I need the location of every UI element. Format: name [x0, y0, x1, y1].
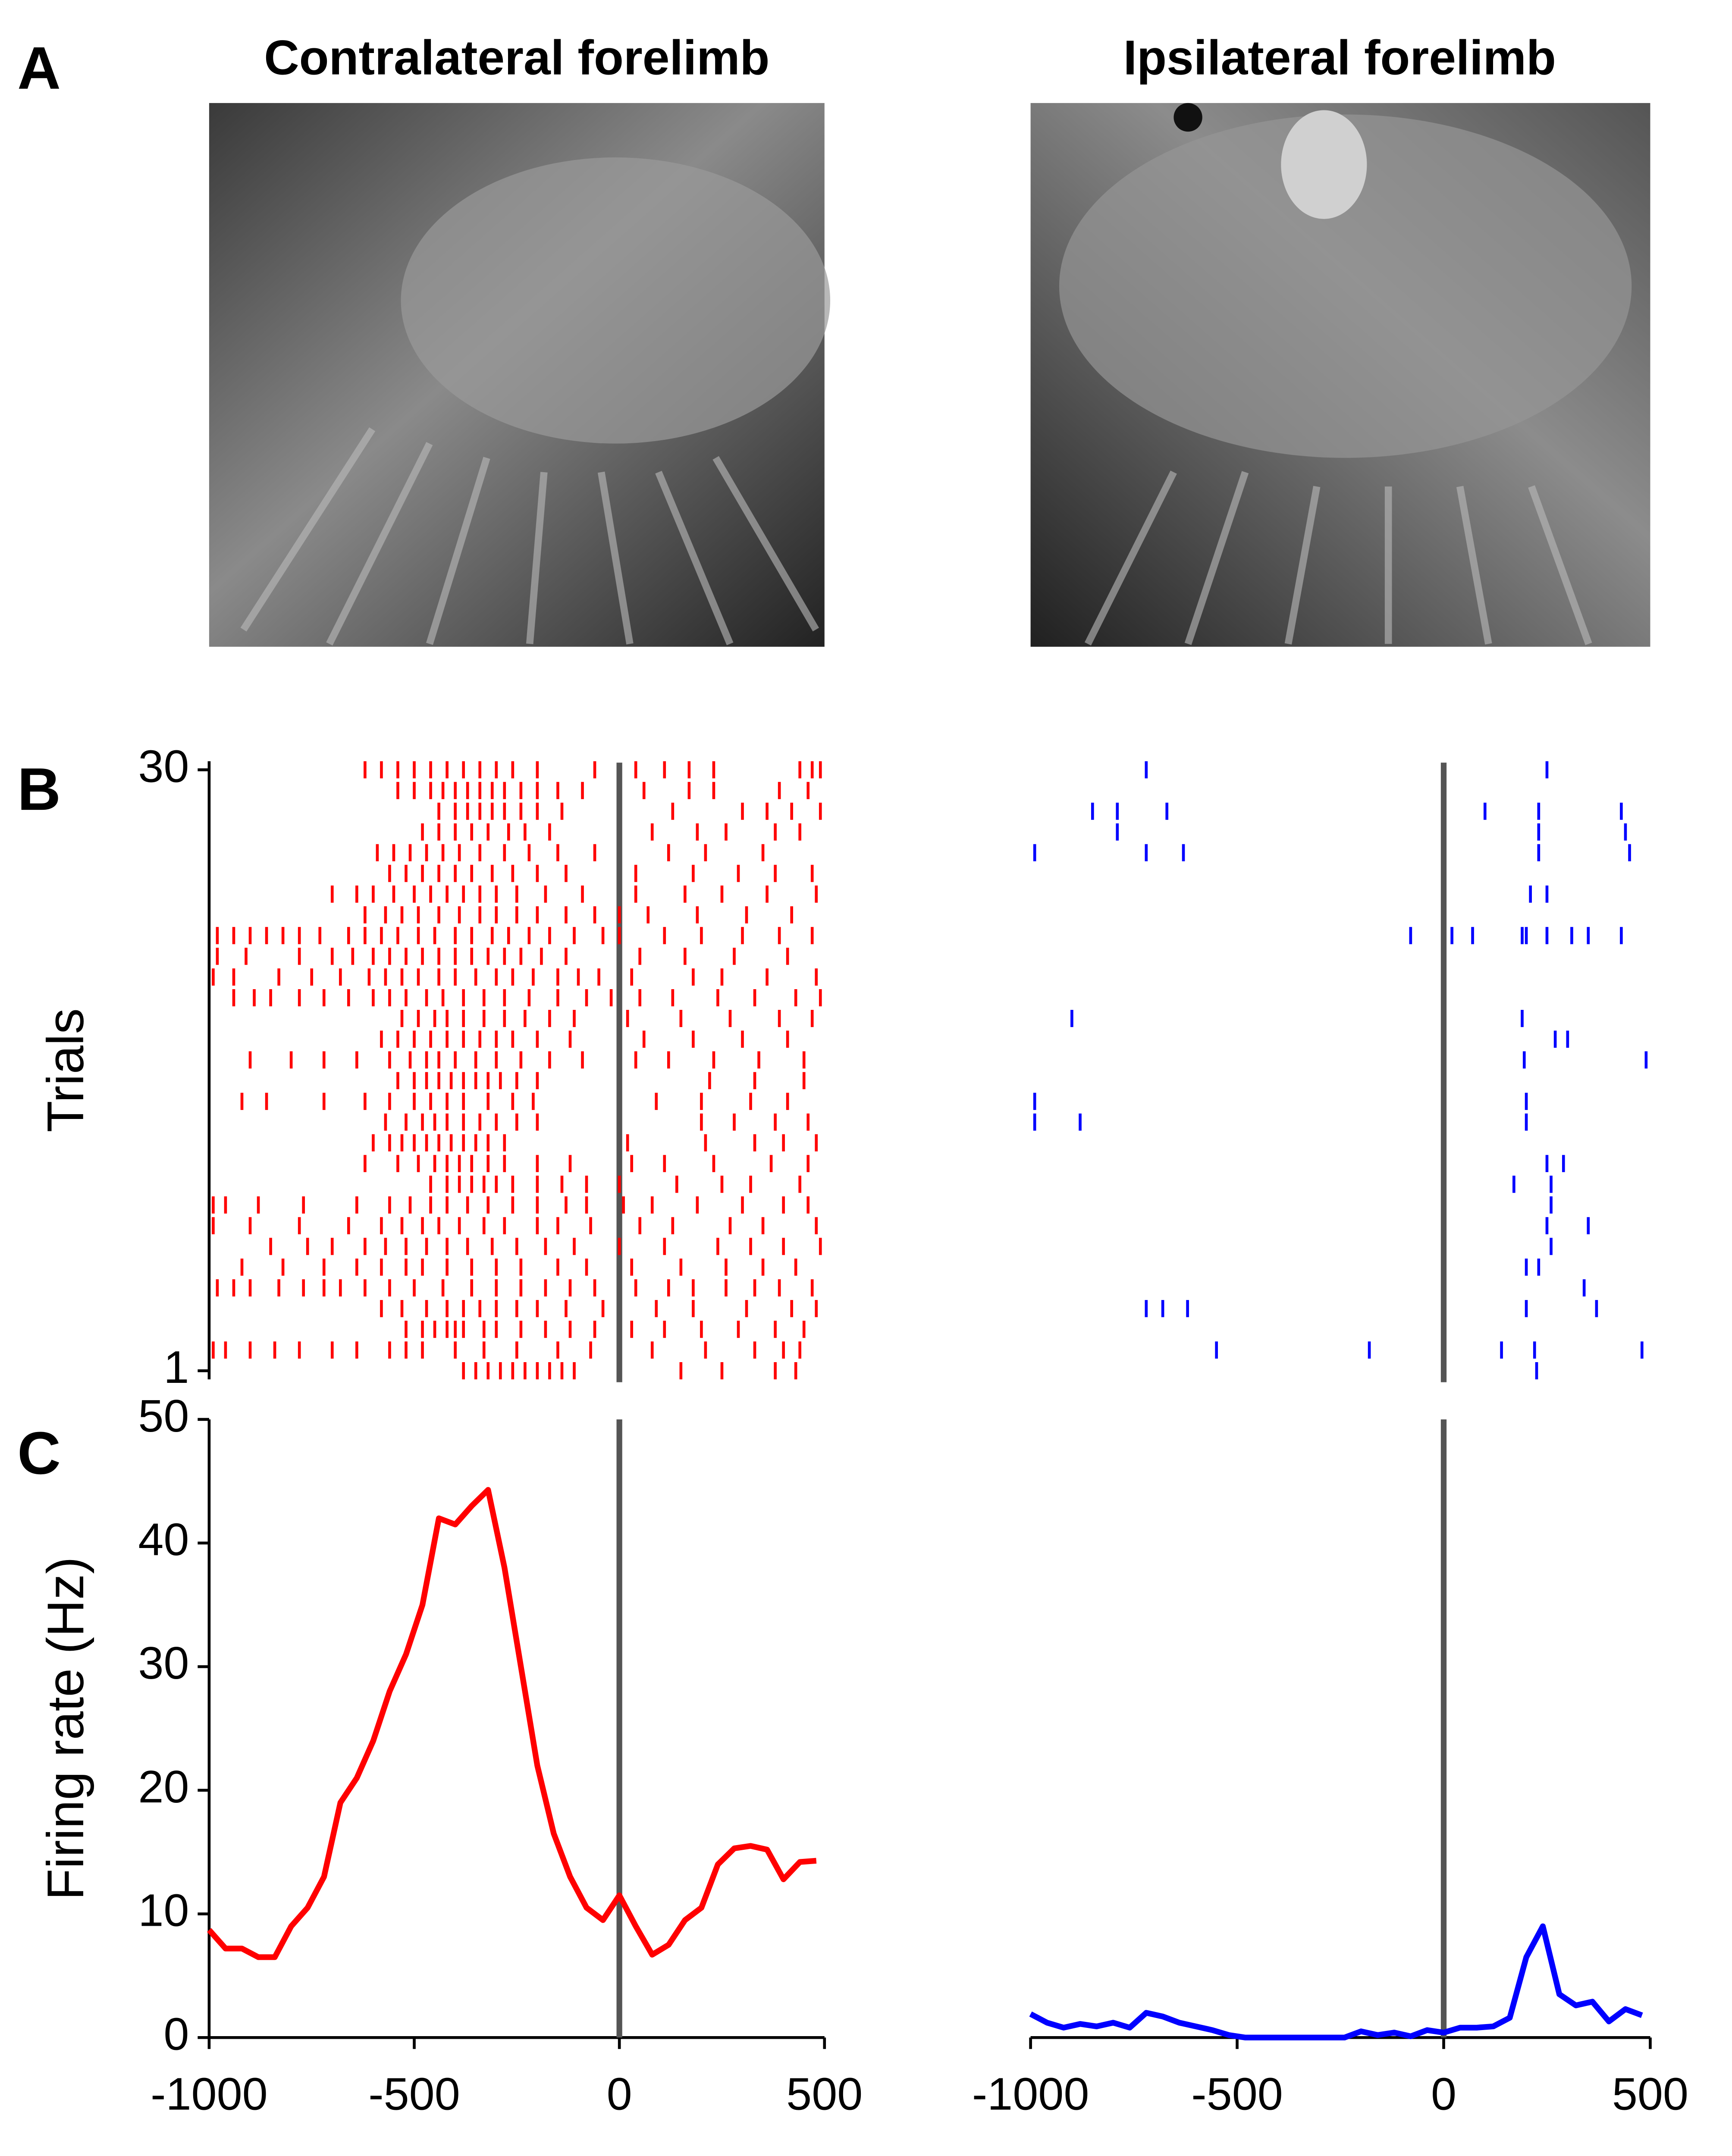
photo-title: Contralateral forelimb [264, 31, 769, 85]
y-tick-label: 40 [138, 1514, 189, 1565]
y-axis-label: Firing rate (Hz) [37, 1557, 94, 1900]
panel-label: C [17, 1420, 61, 1487]
x-tick-label: -500 [368, 2068, 460, 2120]
y-tick-label: 1 [163, 1341, 189, 1393]
y-tick-label: 0 [163, 2008, 189, 2059]
panel-label: A [17, 34, 61, 102]
y-tick-label: 30 [138, 740, 189, 792]
x-tick-label: -500 [1191, 2068, 1283, 2120]
x-tick-label: 500 [786, 2068, 863, 2120]
x-axis-label: Time from press (ms) [632, 2152, 1120, 2156]
y-tick-label: 10 [138, 1885, 189, 1936]
photo [1030, 103, 1650, 647]
y-tick-label: 20 [138, 1761, 189, 1812]
rate-line [207, 1487, 817, 1960]
rate-line [1029, 1923, 1643, 2040]
x-tick-label: -1000 [972, 2068, 1089, 2120]
y-tick-label: 30 [138, 1637, 189, 1689]
photo [209, 103, 831, 647]
panel-label: B [17, 755, 61, 823]
x-tick-label: 0 [607, 2068, 632, 2120]
x-tick-label: 0 [1431, 2068, 1456, 2120]
x-tick-label: 500 [1612, 2068, 1688, 2120]
photo-title: Ipsilateral forelimb [1123, 31, 1556, 85]
y-tick-label: 50 [138, 1390, 189, 1442]
x-tick-label: -1000 [151, 2068, 268, 2120]
y-axis-label: Trials [37, 1008, 94, 1132]
